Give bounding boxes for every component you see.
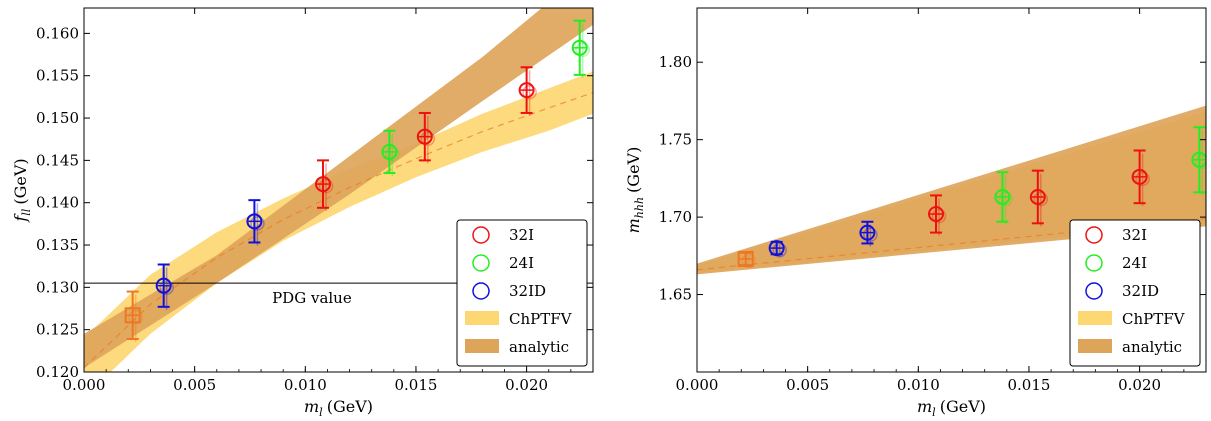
left-point-24i (571, 19, 590, 78)
left-point-32id (155, 263, 174, 310)
left-legend-label-analytic: analytic (509, 338, 569, 356)
right-point-32id (768, 240, 787, 258)
left-legend-label-32i: 32I (509, 226, 534, 244)
right-ylabel: mhhh (GeV) (624, 147, 646, 234)
left-band-chptfv (84, 71, 593, 372)
left-xtick-label: 0.000 (63, 376, 106, 394)
left-legend-swatch-chptfv (465, 311, 499, 325)
left-ytick-label: 0.125 (36, 321, 79, 339)
left-xtick-label: 0.010 (284, 376, 327, 394)
left-xlabel-unit: (GeV) (327, 397, 373, 416)
right-ytick-label: 1.70 (659, 208, 692, 226)
left-legend-label-32id: 32ID (509, 282, 546, 300)
left-ytick-label: 0.145 (36, 151, 79, 169)
left-plot-area (84, 8, 593, 372)
left-xtick-label: 0.020 (505, 376, 548, 394)
right-xlabel-main: m (917, 397, 932, 416)
right-ytick-label: 1.80 (659, 53, 692, 71)
left-ylabel-main: f (11, 213, 30, 223)
right-ylabel-sub: hhh (633, 197, 646, 218)
left-point-32i (518, 66, 537, 116)
left-axes-frame (83, 7, 594, 373)
right-legend-swatch-chptfv (1078, 311, 1112, 325)
right-legend-label-analytic: analytic (1122, 338, 1182, 356)
left-legend-marker-32i (472, 226, 490, 244)
left-ytick-label: 0.140 (36, 194, 79, 212)
left-ylabel-sub: ll (20, 208, 33, 216)
right-ylabel-main: m (624, 218, 643, 233)
right-xlabel: ml (GeV) (917, 397, 986, 419)
left-point-32i (315, 159, 334, 211)
left-ytick-label: 0.160 (36, 24, 79, 42)
left-point-32i (416, 111, 436, 164)
right-xlabel-sub: l (932, 406, 936, 419)
left-legend-swatch-analytic (465, 339, 499, 353)
right-point-32i (928, 194, 947, 236)
right-legend: 32I 24I 32ID ChPTFV analytic (1069, 219, 1201, 367)
left-band-analytic (84, 8, 593, 368)
left-legend-marker-24i (472, 254, 490, 272)
right-legend-label-chptfv: ChPTFV (1122, 310, 1186, 328)
left-legend: 32I 24I 32ID ChPTFV analytic (456, 219, 588, 367)
left-legend-label-24i: 24I (509, 254, 534, 272)
left-ylabel-unit: (GeV) (11, 158, 30, 204)
right-legend-marker-32i (1085, 226, 1103, 244)
left-xlabel: ml (GeV) (304, 397, 373, 419)
right-xtick-label: 0.000 (676, 376, 719, 394)
left-xtick-label: 0.005 (173, 376, 216, 394)
right-point-24i (1191, 126, 1206, 196)
left-ytick-label: 0.155 (36, 67, 79, 85)
right-xtick-label: 0.010 (897, 376, 940, 394)
right-ylabel-unit: (GeV) (624, 147, 643, 193)
left-legend-marker-32id (472, 282, 490, 300)
right-point-physical-point (737, 250, 756, 269)
right-xtick-label: 0.005 (786, 376, 829, 394)
right-axes-frame (696, 7, 1207, 373)
left-ytick-label: 0.135 (36, 236, 79, 254)
right-ytick-label: 1.75 (659, 131, 692, 149)
left-legend-box (456, 219, 588, 367)
left-point-physical-point (124, 290, 143, 342)
right-xlabel-unit: (GeV) (940, 397, 986, 416)
right-panel: 0.000 0.005 0.010 0.015 0.020 1.65 1.70 1.75 1.8… (624, 7, 1207, 419)
left-fit-curve (84, 92, 593, 369)
left-xlabel-main: m (304, 397, 319, 416)
right-legend-swatch-analytic (1078, 339, 1112, 353)
right-point-32i (1131, 149, 1150, 207)
left-ytick-label: 0.120 (36, 363, 79, 381)
right-legend-marker-24i (1085, 254, 1103, 272)
left-panel: PDG value 0.000 0.005 0.010 0.015 0.020 0.120 0… (11, 7, 594, 419)
right-legend-box (1069, 219, 1201, 367)
left-point-24i (381, 129, 400, 177)
left-xtick-label: 0.015 (394, 376, 437, 394)
right-ytick-label: 1.65 (659, 286, 692, 304)
right-xtick-label: 0.015 (1007, 376, 1050, 394)
right-point-32i (1029, 169, 1049, 227)
left-point-32id (246, 199, 265, 246)
left-pdg-label: PDG value (272, 289, 352, 307)
left-xlabel-sub: l (319, 406, 323, 419)
right-legend-label-32i: 32I (1122, 226, 1147, 244)
right-fit-curve (697, 218, 1206, 271)
left-ytick-label: 0.150 (36, 109, 79, 127)
right-legend-label-32id: 32ID (1122, 282, 1159, 300)
left-ylabel: fll (GeV) (11, 158, 33, 222)
right-legend-marker-32id (1085, 282, 1103, 300)
right-legend-label-24i: 24I (1122, 254, 1147, 272)
right-xtick-label: 0.020 (1118, 376, 1161, 394)
left-ytick-label: 0.130 (36, 278, 79, 296)
right-point-24i (994, 171, 1013, 225)
right-point-32id (859, 220, 878, 247)
left-legend-label-chptfv: ChPTFV (509, 310, 573, 328)
